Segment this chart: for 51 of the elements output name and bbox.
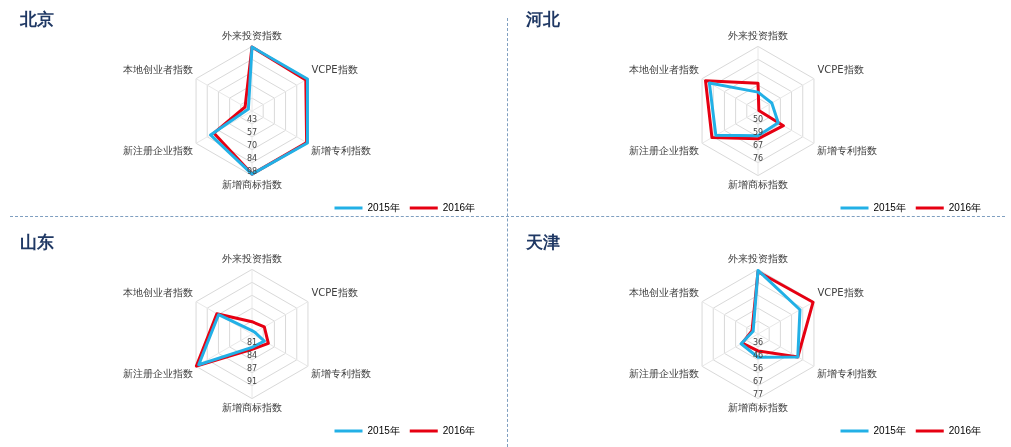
spoke-label: 新注册企业指数 — [122, 367, 193, 379]
y-tick-label: 56 — [752, 363, 764, 373]
legend-label: 2016年 — [442, 201, 475, 213]
spoke-label: 外来投资指数 — [222, 29, 282, 41]
spoke-label: 新增专利指数 — [817, 367, 878, 379]
spoke-label: 本地创业者指数 — [122, 287, 193, 299]
spoke-label: VCPE指数 — [311, 287, 358, 299]
spoke-label: 新增商标指数 — [222, 402, 282, 414]
y-tick-label: 77 — [752, 389, 764, 399]
y-tick-label: 87 — [246, 363, 258, 373]
spoke-label: 新注册企业指数 — [122, 144, 193, 156]
spoke-label: 新增专利指数 — [311, 367, 372, 379]
spoke-label: 新注册企业指数 — [628, 367, 699, 379]
chart-title: 天津 — [525, 231, 560, 252]
y-tick-label: 43 — [246, 115, 258, 124]
spoke-label: 新增专利指数 — [311, 144, 372, 156]
spoke-label: 新增专利指数 — [817, 144, 878, 156]
legend-label: 2015年 — [873, 201, 906, 213]
spoke-label: 新增商标指数 — [222, 179, 282, 191]
y-tick-label: 36 — [752, 338, 764, 347]
spoke-label: 本地创业者指数 — [628, 64, 699, 76]
y-tick-label: 57 — [246, 127, 258, 137]
spoke-label: 外来投资指数 — [728, 252, 788, 264]
y-tick-label: 81 — [246, 338, 258, 348]
legend-label: 2016年 — [948, 201, 981, 213]
y-tick-label: 70 — [246, 140, 258, 150]
legend-label: 2015年 — [367, 201, 400, 213]
spoke-label: 新增商标指数 — [728, 179, 788, 191]
y-tick-label: 50 — [752, 115, 764, 124]
spoke-label: 新增商标指数 — [728, 402, 788, 414]
legend-label: 2015年 — [873, 424, 906, 436]
y-tick-label: 84 — [246, 153, 258, 163]
y-tick-label: 84 — [246, 350, 258, 360]
spoke-label: VCPE指数 — [817, 287, 864, 299]
spoke-label: VCPE指数 — [311, 64, 358, 76]
chart-title: 北京 — [19, 8, 54, 29]
y-tick-label: 67 — [752, 140, 764, 150]
y-tick-label: 91 — [246, 376, 258, 386]
legend-label: 2015年 — [367, 424, 400, 436]
spoke-label: 新注册企业指数 — [628, 144, 699, 156]
spoke-label: 外来投资指数 — [728, 29, 788, 41]
y-tick-label: 76 — [752, 153, 764, 163]
spoke-label: 本地创业者指数 — [122, 64, 193, 76]
chart-title: 河北 — [525, 8, 561, 29]
chart-title: 山东 — [20, 231, 54, 252]
spoke-label: 外来投资指数 — [222, 252, 282, 264]
legend-label: 2016年 — [948, 424, 981, 436]
legend-label: 2016年 — [442, 424, 475, 436]
y-tick-label: 67 — [752, 376, 764, 386]
spoke-label: VCPE指数 — [817, 64, 864, 76]
spoke-label: 本地创业者指数 — [628, 287, 699, 299]
